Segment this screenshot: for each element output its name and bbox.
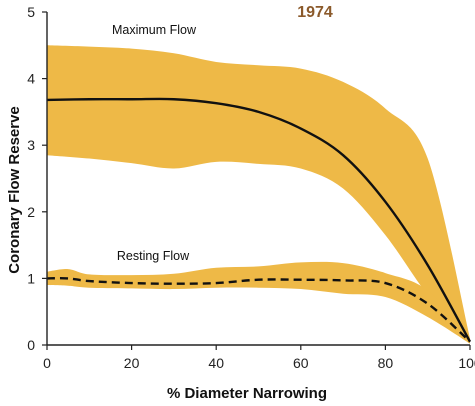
y-axis-title: Coronary Flow Reserve bbox=[6, 106, 23, 274]
annotation-maximum-flow: Maximum Flow bbox=[112, 23, 197, 37]
chart-title: 1974 bbox=[297, 4, 333, 21]
x-tick-label: 20 bbox=[124, 355, 140, 371]
annotation-resting-flow: Resting Flow bbox=[117, 249, 190, 263]
y-tick-label: 1 bbox=[27, 270, 35, 286]
maximum-flow-band bbox=[47, 45, 470, 344]
axes bbox=[42, 11, 471, 350]
x-axis-title: % Diameter Narrowing bbox=[167, 385, 327, 402]
y-tick-label: 5 bbox=[27, 4, 35, 20]
y-tick-label: 4 bbox=[27, 71, 35, 87]
resting-flow-line bbox=[46, 277, 471, 343]
x-tick-label: 60 bbox=[293, 355, 309, 371]
x-tick-label: 40 bbox=[208, 355, 224, 371]
resting-flow-band bbox=[47, 261, 470, 344]
series-lines bbox=[46, 97, 472, 343]
x-tick-label: 80 bbox=[378, 355, 394, 371]
y-tick-label: 2 bbox=[27, 204, 35, 220]
tick-labels: 0 20 40 60 80 100 0 1 2 3 4 5 bbox=[27, 4, 475, 371]
x-tick-label: 100 bbox=[458, 355, 475, 371]
confidence-bands bbox=[47, 45, 470, 344]
y-tick-label: 3 bbox=[27, 137, 35, 153]
x-tick-label: 0 bbox=[43, 355, 51, 371]
maximum-flow-line bbox=[46, 97, 472, 343]
y-tick-label: 0 bbox=[27, 337, 35, 353]
